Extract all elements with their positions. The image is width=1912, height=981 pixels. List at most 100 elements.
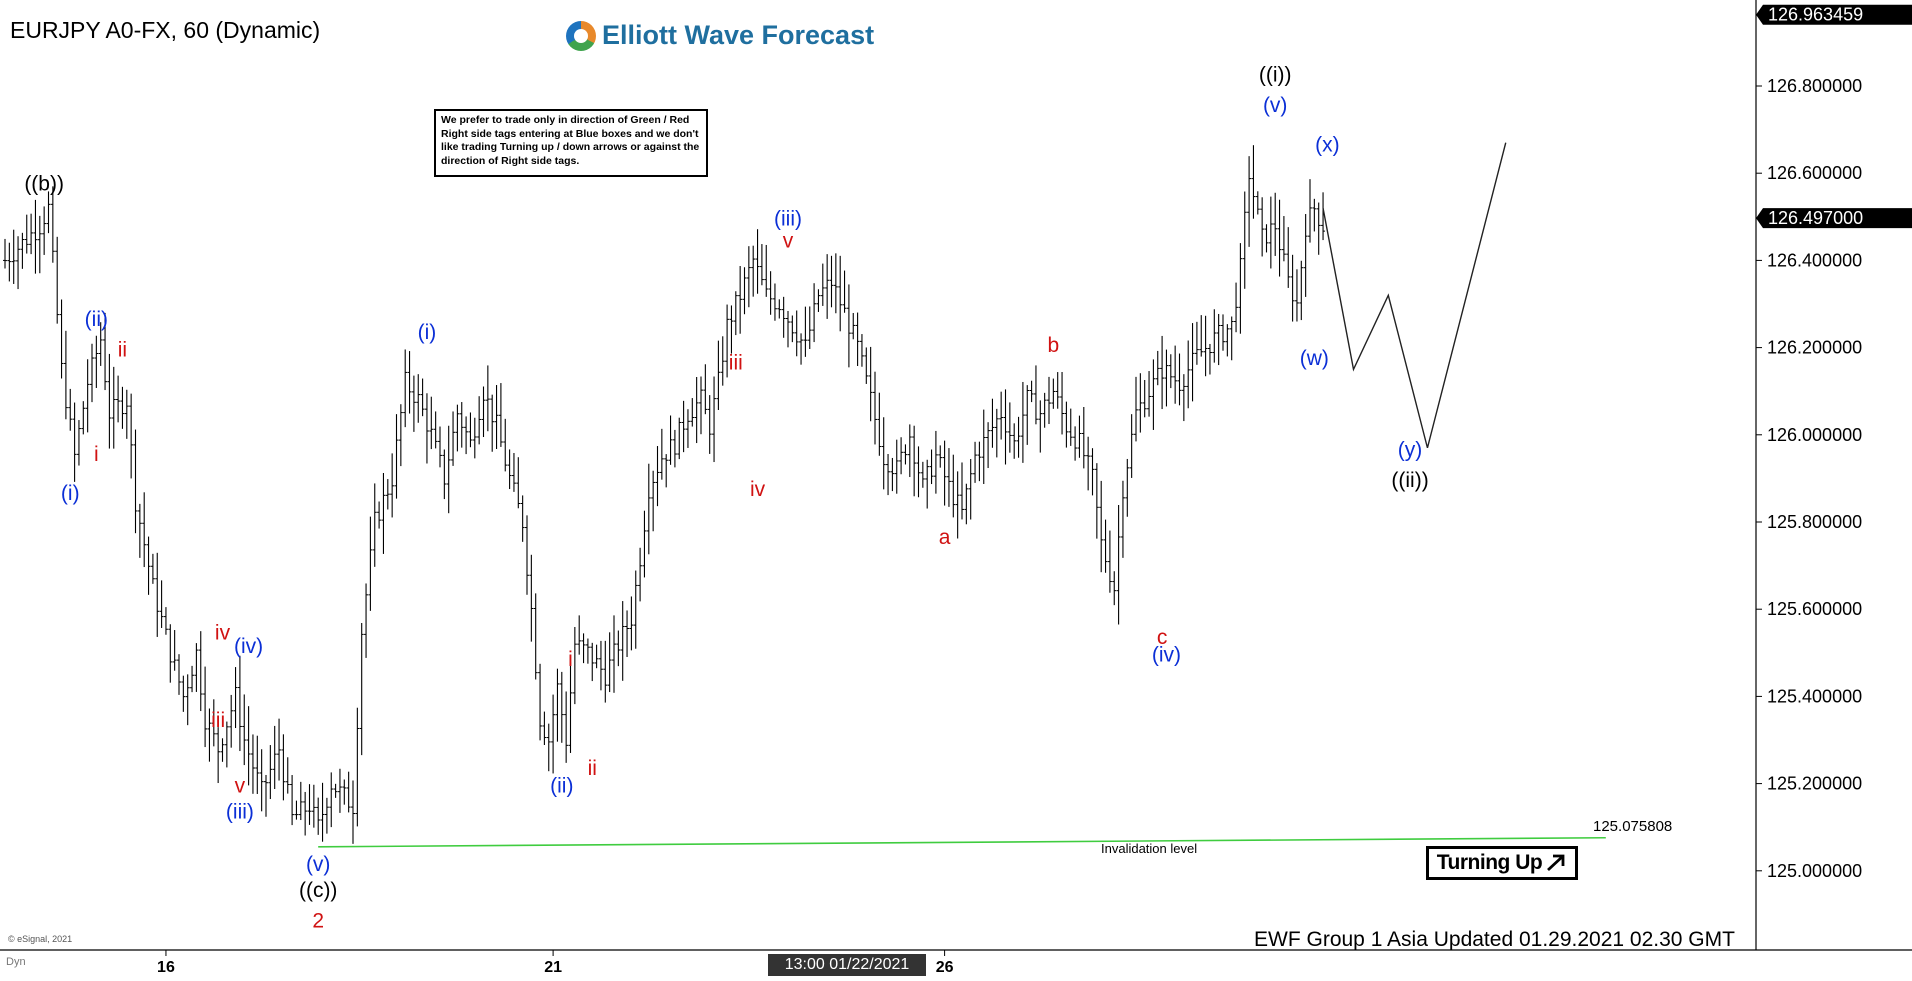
ohlc-bar	[877, 392, 882, 456]
ohlc-bar	[346, 771, 351, 813]
ohlc-bar	[794, 310, 799, 357]
ohlc-bar	[690, 398, 695, 427]
time-axis[interactable]: 16 21 26	[157, 950, 954, 976]
ohlc-bar	[907, 424, 912, 478]
ohlc-bar	[1190, 323, 1195, 402]
ohlc-bar	[799, 333, 804, 365]
ohlc-bar	[973, 441, 978, 483]
ohlc-bar	[1086, 436, 1091, 491]
ohlc-bar	[1212, 309, 1217, 363]
ohlc-bar	[33, 199, 38, 274]
ohlc-bar	[42, 206, 47, 255]
ohlc-bar	[681, 400, 686, 453]
ohlc-bar	[1268, 196, 1273, 269]
ohlc-bar	[411, 375, 416, 432]
ohlc-bar	[1321, 192, 1326, 241]
ohlc-bar	[85, 359, 90, 433]
ohlc-bar	[1007, 402, 1012, 453]
ohlc-bar	[712, 376, 717, 463]
ohlc-bar	[986, 422, 991, 469]
y-tick-label: 126.000000	[1767, 425, 1862, 445]
ohlc-bar	[1160, 335, 1165, 410]
ohlc-bar	[320, 782, 325, 842]
ohlc-bar	[146, 536, 151, 595]
ohlc-bar	[585, 638, 590, 664]
ohlc-bar	[707, 395, 712, 454]
ohlc-bar	[107, 353, 112, 449]
ohlc-bar	[855, 312, 860, 366]
ohlc-bar	[520, 495, 525, 542]
ohlc-bar	[29, 213, 34, 255]
ohlc-bar	[672, 429, 677, 468]
price-box: 126.497000	[1756, 208, 1912, 229]
ohlc-bar	[738, 265, 743, 334]
ohlc-bar	[129, 393, 134, 479]
wave-label: (iii)	[226, 800, 254, 823]
ohlc-bar	[1294, 269, 1299, 322]
ohlc-bar	[903, 444, 908, 465]
wave-label: (ii)	[85, 308, 108, 331]
ohlc-bar	[751, 245, 756, 297]
ohlc-bar	[603, 640, 608, 703]
ohlc-bar	[1281, 216, 1286, 262]
ohlc-bar	[438, 426, 442, 468]
ohlc-bar	[1186, 340, 1191, 409]
ohlc-bar	[655, 446, 660, 507]
ohlc-bar	[555, 668, 560, 742]
ohlc-bar	[546, 723, 551, 772]
ohlc-bar	[246, 706, 251, 786]
ohlc-bar	[72, 402, 77, 482]
ohlc-bar	[572, 626, 577, 705]
ohlc-bar	[564, 691, 569, 763]
ohlc-bar	[490, 394, 495, 452]
ohlc-bar	[368, 516, 373, 611]
ohlc-bar	[1073, 426, 1078, 461]
ohlc-bar	[381, 473, 386, 554]
dyn-label: Dyn	[6, 956, 26, 968]
ohlc-bar	[1055, 372, 1060, 409]
ohlc-bar	[329, 772, 334, 828]
ohlc-bar	[1164, 349, 1169, 407]
y-tick-label: 125.400000	[1767, 686, 1862, 706]
ohlc-bar	[1168, 354, 1173, 389]
ohlc-bar	[1216, 313, 1221, 366]
ohlc-bar	[211, 699, 216, 747]
ohlc-bar	[1042, 392, 1047, 428]
x-tick-label: 26	[936, 959, 954, 976]
ohlc-bar	[55, 236, 60, 324]
ohlc-bar	[1242, 191, 1247, 289]
ohlc-bar	[1120, 480, 1125, 558]
y-tick-label: 126.200000	[1767, 338, 1862, 358]
ohlc-bar	[685, 409, 690, 448]
wave-label: (i)	[418, 321, 437, 344]
ohlc-bar	[990, 398, 995, 448]
ohlc-bar	[511, 453, 516, 492]
ohlc-bar	[625, 610, 630, 658]
ohlc-bar	[629, 596, 634, 651]
wave-label: a	[939, 526, 951, 549]
ohlc-bar	[364, 583, 369, 658]
ohlc-bar	[1177, 353, 1182, 406]
ohlc-bar	[1116, 504, 1121, 625]
ohlc-bar	[233, 667, 238, 729]
ohlc-bar	[729, 305, 734, 354]
ohlc-bar	[920, 461, 925, 488]
ohlc-bar	[1134, 376, 1138, 442]
ohlc-bar	[172, 630, 177, 671]
ohlc-bar	[20, 232, 25, 269]
ohlc-bar	[1138, 373, 1143, 433]
ohlc-bar	[403, 349, 408, 428]
wave-label: ((b))	[24, 173, 64, 196]
ohlc-bar	[1033, 365, 1038, 425]
ohlc-bar	[407, 351, 412, 414]
ohlc-bar	[451, 411, 456, 466]
ohlc-bar	[7, 242, 12, 282]
ohlc-bar	[1290, 254, 1295, 322]
copyright-text: © eSignal, 2021	[8, 934, 73, 944]
ohlc-bar	[429, 396, 434, 450]
ohlc-bar	[1129, 414, 1134, 478]
price-axis[interactable]: 126.800000 126.600000 126.400000 126.200000…	[1756, 4, 1912, 881]
y-tick-label: 125.200000	[1767, 774, 1862, 794]
ohlc-bar	[150, 553, 155, 584]
